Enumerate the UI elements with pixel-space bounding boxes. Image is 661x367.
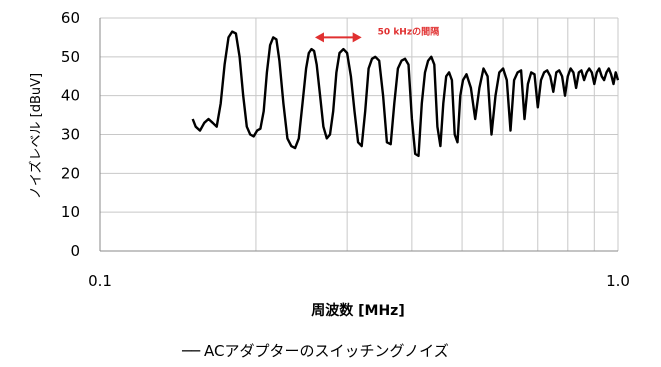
grid-lines [100, 17, 619, 251]
x-tick-label: 0.1 [88, 272, 112, 290]
axes [99, 18, 618, 252]
series-lines [191, 30, 620, 158]
annotation-label: 50 kHzの間隔 [378, 25, 439, 37]
y-tick-label: 0 [70, 242, 80, 260]
y-tick-label: 50 [61, 48, 80, 66]
y-tick-label: 40 [61, 87, 80, 105]
x-tick-label: 1.0 [606, 272, 630, 290]
legend: ── ACアダプターのスイッチングノイズ [181, 342, 449, 360]
x-tick-labels: 0.1 1.0 [88, 272, 630, 290]
x-axis-label: 周波数 [MHz] [311, 302, 404, 319]
annotation-arrowhead-right [352, 32, 362, 43]
y-tick-labels: 0 10 20 30 40 50 60 [61, 9, 80, 260]
y-tick-label: 60 [61, 9, 80, 27]
y-tick-label: 30 [61, 126, 80, 144]
legend-marker: ── [181, 342, 201, 360]
y-tick-label: 20 [61, 164, 80, 182]
series-line [191, 30, 620, 158]
annotation: 50 kHzの間隔 [314, 25, 439, 43]
y-tick-label: 10 [61, 203, 80, 221]
y-axis-label: ノイズレベル [dBuV] [28, 73, 44, 199]
legend-label: ACアダプターのスイッチングノイズ [204, 342, 449, 360]
annotation-arrowhead-left [314, 32, 324, 43]
